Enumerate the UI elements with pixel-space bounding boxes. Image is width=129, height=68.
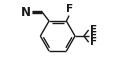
Text: F: F	[90, 31, 97, 41]
Text: F: F	[90, 37, 97, 47]
Text: F: F	[66, 4, 73, 14]
Text: N: N	[21, 6, 30, 19]
Text: F: F	[90, 25, 97, 35]
